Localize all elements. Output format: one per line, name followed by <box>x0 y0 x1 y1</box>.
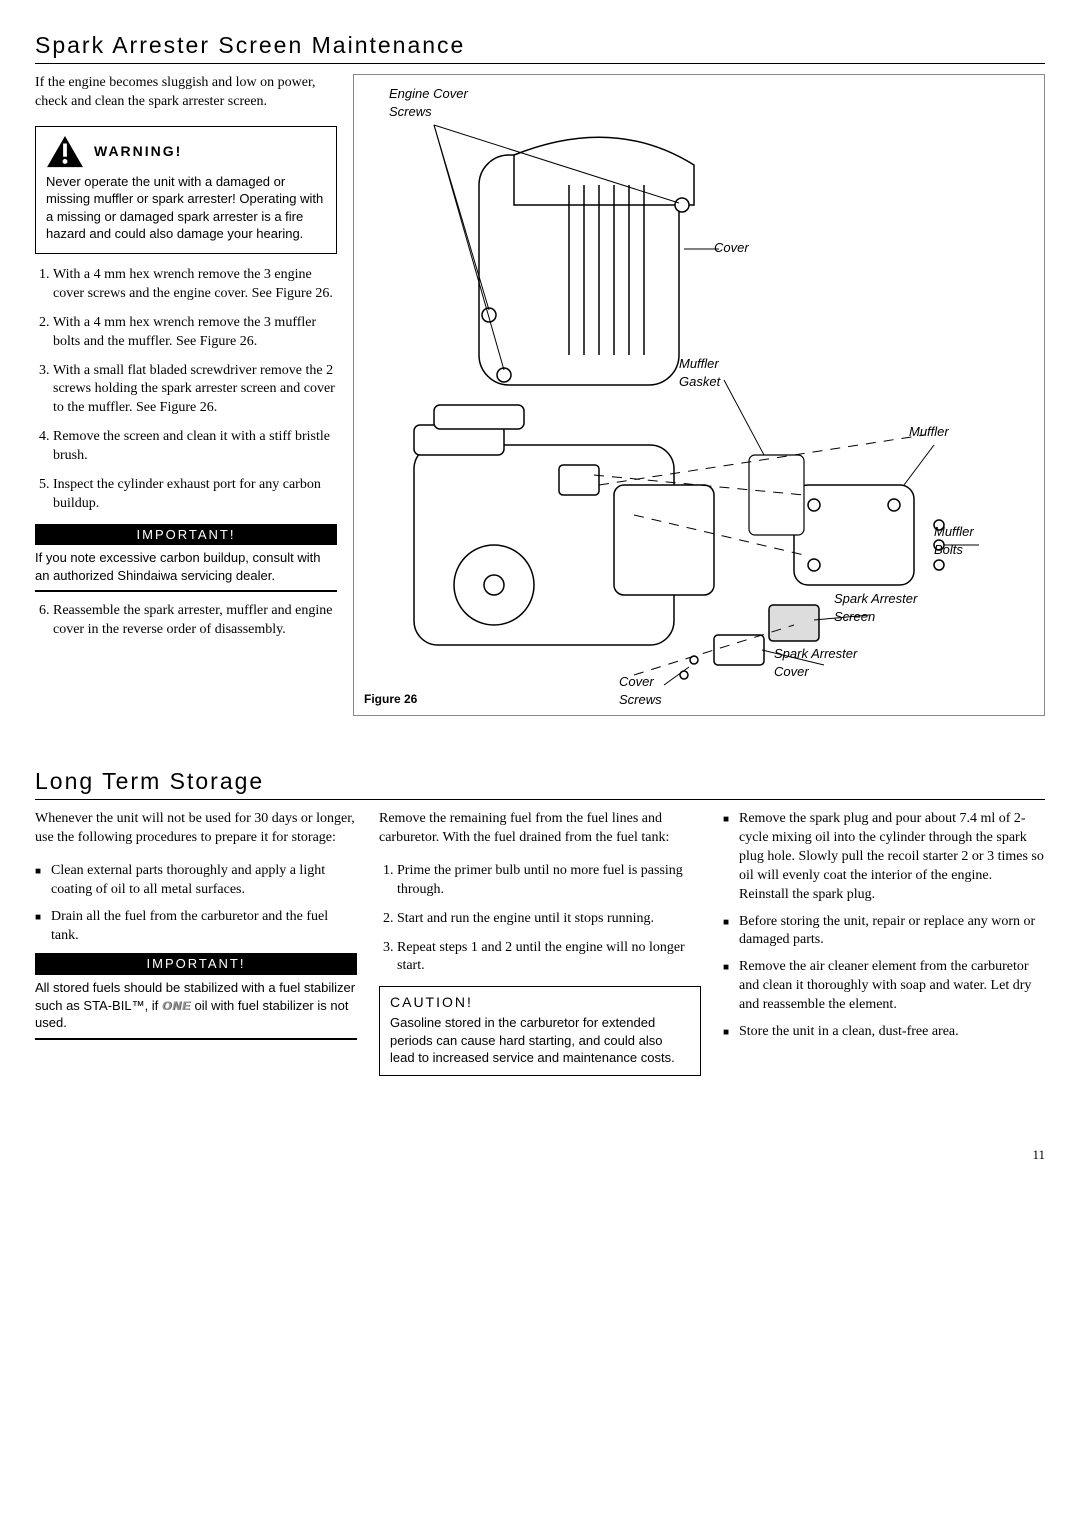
warning-icon <box>46 135 84 169</box>
step-item: Repeat steps 1 and 2 until the engine wi… <box>397 939 701 977</box>
storage-bullets-1: Clean external parts thoroughly and appl… <box>35 862 357 946</box>
label-cover-screws: Cover Screws <box>619 673 662 708</box>
step-item: With a 4 mm hex wrench remove the 3 muff… <box>53 314 337 352</box>
important-bar: IMPORTANT! <box>35 953 357 975</box>
storage-col-2: Remove the remaining fuel from the fuel … <box>379 810 701 1076</box>
intro-text: If the engine becomes sluggish and low o… <box>35 74 337 112</box>
engine-diagram <box>364 85 1034 705</box>
col2-steps: Prime the primer bulb until no more fuel… <box>379 862 701 976</box>
important-body: If you note excessive carbon buildup, co… <box>35 545 337 592</box>
section-title: Spark Arrester Screen Maintenance <box>35 30 1045 64</box>
caution-body: Gasoline stored in the carburetor for ex… <box>390 1014 690 1067</box>
list-item: Before storing the unit, repair or repla… <box>739 913 1045 951</box>
caution-title: CAUTION! <box>390 993 690 1012</box>
step-item: Reassemble the spark arrester, muffler a… <box>53 602 337 640</box>
label-spark-arrester-cover: Spark Arrester Cover <box>774 645 857 680</box>
steps-list-a: With a 4 mm hex wrench remove the 3 engi… <box>35 266 337 514</box>
list-item: Drain all the fuel from the carburetor a… <box>51 908 357 946</box>
step-item: Remove the screen and clean it with a st… <box>53 428 337 466</box>
spark-arrester-row: If the engine becomes sluggish and low o… <box>35 74 1045 716</box>
storage-columns: Whenever the unit will not be used for 3… <box>35 810 1045 1076</box>
caution-box: CAUTION! Gasoline stored in the carburet… <box>379 986 701 1076</box>
left-column: If the engine becomes sluggish and low o… <box>35 74 337 716</box>
label-muffler-gasket: Muffler Gasket <box>679 355 720 390</box>
warning-title: WARNING! <box>94 142 182 161</box>
step-item: With a 4 mm hex wrench remove the 3 engi… <box>53 266 337 304</box>
steps-list-b: Reassemble the spark arrester, muffler a… <box>35 602 337 640</box>
list-item: Clean external parts thoroughly and appl… <box>51 862 357 900</box>
list-item: Remove the air cleaner element from the … <box>739 958 1045 1015</box>
step-item: Prime the primer bulb until no more fuel… <box>397 862 701 900</box>
col2-intro: Remove the remaining fuel from the fuel … <box>379 810 701 848</box>
label-muffler: Muffler <box>909 423 949 441</box>
warning-box: WARNING! Never operate the unit with a d… <box>35 126 337 254</box>
list-item: Remove the spark plug and pour about 7.4… <box>739 810 1045 904</box>
one-logo: ONE <box>162 999 191 1013</box>
storage-col-1: Whenever the unit will not be used for 3… <box>35 810 357 1076</box>
important-body: All stored fuels should be stabilized wi… <box>35 975 357 1040</box>
figure-26: Engine Cover Screws Cover Muffler Gasket… <box>353 74 1045 716</box>
step-item: Inspect the cylinder exhaust port for an… <box>53 476 337 514</box>
storage-col-3: Remove the spark plug and pour about 7.4… <box>723 810 1045 1076</box>
label-spark-arrester-screen: Spark Arrester Screen <box>834 590 917 625</box>
figure-caption: Figure 26 <box>364 691 417 707</box>
list-item: Store the unit in a clean, dust-free are… <box>739 1023 1045 1042</box>
step-item: Start and run the engine until it stops … <box>397 910 701 929</box>
section-title: Long Term Storage <box>35 766 1045 800</box>
label-cover: Cover <box>714 239 749 257</box>
important-bar: IMPORTANT! <box>35 524 337 546</box>
page-number: 11 <box>35 1146 1045 1164</box>
label-muffler-bolts: Muffler Bolts <box>934 523 974 558</box>
label-engine-cover-screws: Engine Cover Screws <box>389 85 468 120</box>
storage-bullets-3: Remove the spark plug and pour about 7.4… <box>723 810 1045 1042</box>
warning-body: Never operate the unit with a damaged or… <box>46 173 326 243</box>
storage-intro: Whenever the unit will not be used for 3… <box>35 810 357 848</box>
step-item: With a small flat bladed screwdriver rem… <box>53 362 337 419</box>
